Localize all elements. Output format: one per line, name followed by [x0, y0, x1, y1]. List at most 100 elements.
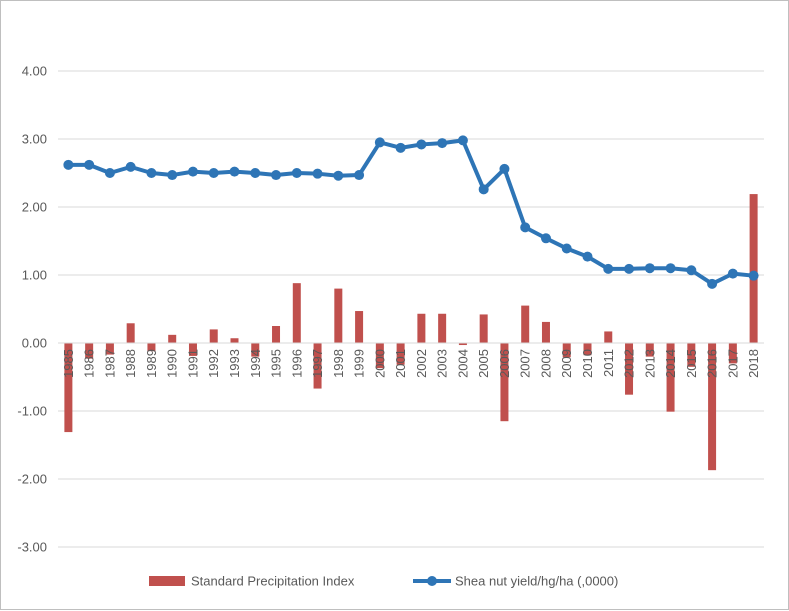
- y-tick-label: -1.00: [17, 404, 47, 419]
- x-tick-label: 1998: [331, 349, 346, 378]
- x-tick-label: 2001: [393, 349, 408, 378]
- precipitation-bar: [708, 343, 717, 471]
- x-tick-label: 2013: [642, 349, 657, 378]
- yield-point: [540, 233, 551, 244]
- yield-point: [603, 263, 614, 274]
- yield-point: [167, 170, 178, 181]
- precipitation-bar: [292, 283, 301, 343]
- x-tick-label: 1992: [206, 349, 221, 378]
- yield-point: [437, 138, 448, 149]
- precipitation-bar: [583, 343, 592, 356]
- x-tick-label: 1988: [123, 349, 138, 378]
- y-tick-label: 2.00: [22, 200, 47, 215]
- x-tick-label: 2011: [601, 349, 616, 377]
- x-tick-label: 1993: [227, 349, 242, 378]
- precipitation-bar: [417, 313, 426, 343]
- y-tick-label: 0.00: [22, 336, 47, 351]
- x-tick-label: 1987: [102, 349, 117, 378]
- yield-point: [104, 168, 115, 178]
- precipitation-bar: [645, 343, 654, 357]
- yield-point: [520, 222, 531, 233]
- x-axis-tick-labels: 1985 1986 1987 1988 1989 1990 1991 1992 1993 1994…: [61, 349, 761, 378]
- precipitation-bar: [728, 343, 737, 364]
- precipitation-bar: [355, 311, 364, 343]
- precipitation-bar: [562, 343, 571, 358]
- yield-line: [66, 138, 756, 286]
- yield-point: [665, 263, 676, 274]
- yield-point: [727, 268, 738, 279]
- legend-bar-swatch: [149, 576, 185, 586]
- y-axis-tick-labels: -3.00 -2.00 -1.00 0.00 1.00 2.00 3.00 4.00: [17, 64, 47, 555]
- yield-point: [84, 159, 95, 170]
- x-tick-label: 2015: [684, 349, 699, 378]
- precipitation-bar: [209, 329, 218, 343]
- x-tick-label: 2000: [372, 349, 387, 378]
- precipitation-bar: [168, 334, 177, 343]
- x-tick-label: 1985: [61, 349, 76, 378]
- precipitation-bar: [334, 288, 343, 343]
- legend-line-label: Shea nut yield/hg/ha (,0000): [455, 574, 618, 589]
- x-tick-label: 2017: [725, 349, 740, 378]
- yield-point: [582, 251, 593, 262]
- precipitation-bar: [147, 343, 156, 352]
- precipitation-bar: [251, 343, 260, 357]
- precipitation-bar: [479, 314, 488, 343]
- yield-point: [271, 170, 282, 181]
- precipitation-bar: [396, 343, 405, 365]
- precipitation-bar: [105, 343, 114, 355]
- yield-point: [707, 278, 718, 289]
- y-tick-label: -3.00: [17, 540, 47, 555]
- precipitation-bar: [458, 343, 467, 346]
- x-tick-label: 2002: [414, 349, 429, 378]
- precipitation-bar: [749, 194, 758, 343]
- yield-point: [291, 168, 302, 178]
- precipitation-bar: [541, 321, 550, 343]
- yield-point: [499, 163, 510, 174]
- yield-point: [457, 135, 468, 146]
- yield-point: [125, 161, 136, 172]
- x-tick-label: 1989: [144, 349, 159, 378]
- yield-point: [395, 142, 406, 153]
- y-tick-label: -2.00: [17, 472, 47, 487]
- precipitation-bar: [604, 331, 613, 343]
- yield-point: [624, 263, 635, 274]
- yield-point: [187, 166, 198, 177]
- legend-bar-label: Standard Precipitation Index: [191, 574, 355, 589]
- x-tick-label: 2005: [476, 349, 491, 378]
- precipitation-bar: [230, 338, 239, 343]
- precipitation-bar: [438, 313, 447, 343]
- x-tick-label: 1991: [185, 349, 200, 378]
- yield-point: [561, 243, 572, 254]
- precipitation-bar: [64, 343, 73, 433]
- yield-point: [686, 265, 697, 276]
- yield-point: [748, 270, 759, 281]
- precipitation-bar: [126, 323, 135, 343]
- x-tick-label: 2018: [746, 349, 761, 378]
- gridlines: [58, 70, 764, 548]
- x-tick-label: 1995: [269, 349, 284, 378]
- y-tick-label: 1.00: [22, 268, 47, 283]
- yield-point: [354, 170, 365, 181]
- precipitation-bar: [666, 343, 675, 412]
- x-tick-label: 2004: [455, 349, 470, 378]
- precipitation-bars: [64, 194, 758, 471]
- x-tick-label: 1997: [310, 349, 325, 378]
- yield-point: [416, 139, 427, 150]
- precipitation-bar: [375, 343, 384, 369]
- y-tick-label: 4.00: [22, 64, 47, 79]
- x-tick-label: 2006: [497, 349, 512, 378]
- x-tick-label: 1994: [248, 349, 263, 378]
- precipitation-bar: [625, 343, 634, 395]
- x-tick-label: 2009: [559, 349, 574, 378]
- legend: Standard Precipitation Index Shea nut yie…: [149, 574, 618, 589]
- precipitation-bar: [687, 343, 696, 367]
- yield-point: [312, 168, 323, 179]
- precipitation-bar: [313, 343, 322, 389]
- x-tick-label: 2007: [518, 349, 533, 378]
- x-tick-label: 1996: [289, 349, 304, 378]
- x-tick-label: 2010: [580, 349, 595, 378]
- yield-point: [374, 137, 385, 148]
- yield-line-series: [63, 135, 759, 289]
